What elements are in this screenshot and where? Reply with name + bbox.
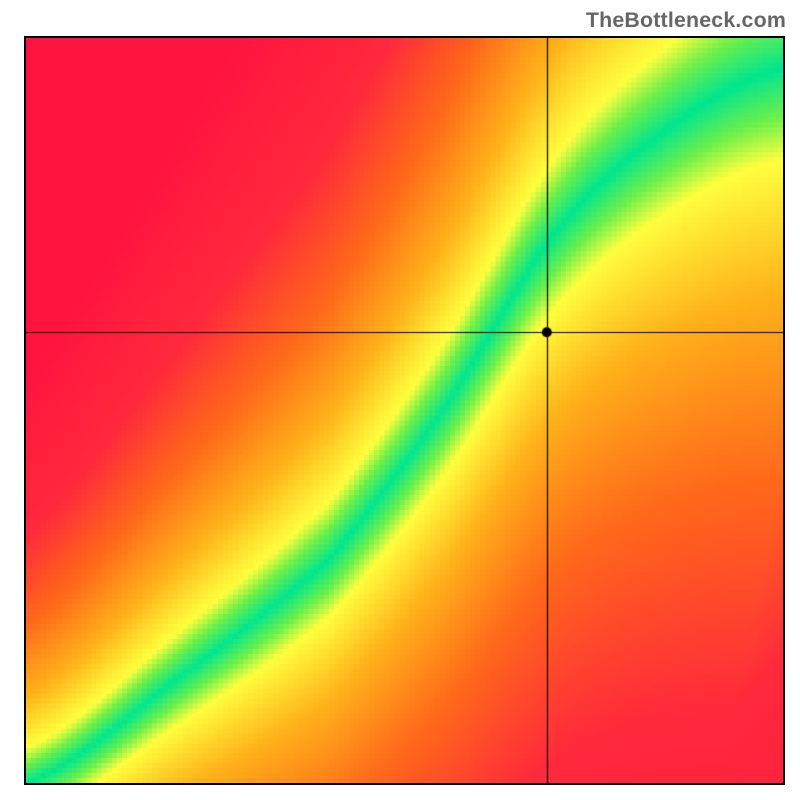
bottleneck-heatmap — [24, 36, 785, 785]
watermark-text: TheBottleneck.com — [586, 8, 786, 33]
chart-container: { "watermark": { "text": "TheBottleneck.… — [0, 0, 800, 800]
crosshair-overlay — [26, 38, 783, 783]
